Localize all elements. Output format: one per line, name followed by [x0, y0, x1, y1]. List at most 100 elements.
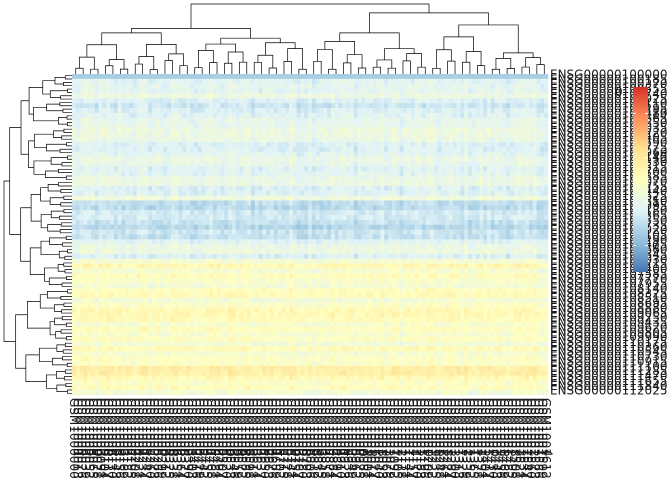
heatmap-cell — [330, 253, 335, 260]
heatmap-cell — [216, 132, 221, 138]
heatmap-cell — [433, 98, 438, 104]
dendrogram-branch — [25, 354, 47, 382]
heatmap-cell — [201, 219, 206, 226]
heatmap-cell — [243, 195, 248, 201]
heatmap-cell — [536, 190, 541, 196]
heatmap-cell — [509, 205, 514, 211]
heatmap-cell — [536, 176, 541, 182]
heatmap-cell — [201, 127, 206, 133]
heatmap-cell — [361, 103, 366, 109]
heatmap-cell — [376, 122, 381, 128]
heatmap-cell — [437, 93, 442, 99]
heatmap-cell — [144, 93, 149, 99]
heatmap-cell — [365, 239, 370, 245]
heatmap-cell — [209, 78, 214, 84]
heatmap-cell — [197, 142, 202, 148]
heatmap-cell — [110, 146, 115, 153]
heatmap-cell — [487, 224, 492, 230]
heatmap-cell — [403, 219, 408, 226]
heatmap-cell — [365, 249, 370, 255]
dendrogram-branch — [66, 362, 72, 367]
heatmap-cell — [216, 156, 221, 162]
heatmap-cell — [79, 239, 84, 245]
heatmap-cell — [407, 244, 412, 250]
heatmap-cell — [448, 253, 454, 260]
heatmap-cell — [357, 161, 362, 167]
heatmap-cell — [247, 181, 252, 187]
heatmap-cell — [216, 200, 221, 206]
heatmap-cell — [490, 210, 495, 216]
heatmap-cell — [148, 103, 153, 109]
heatmap-cell — [75, 224, 80, 230]
heatmap-cell — [448, 98, 454, 104]
heatmap-cell — [258, 127, 263, 133]
heatmap-cell — [121, 234, 126, 240]
heatmap-cell — [517, 127, 522, 133]
dendrogram-branch — [62, 356, 72, 361]
heatmap-cell — [91, 171, 96, 177]
heatmap-cell — [182, 239, 187, 245]
heatmap-cell — [151, 205, 157, 211]
heatmap-cell — [167, 224, 172, 230]
heatmap-cell — [190, 161, 195, 167]
heatmap-cell — [159, 103, 164, 109]
heatmap-cell — [129, 249, 134, 255]
heatmap-cell — [304, 190, 309, 196]
heatmap-cell — [334, 132, 339, 138]
heatmap-cell — [270, 142, 275, 148]
heatmap-cell — [384, 151, 389, 157]
heatmap-cell — [155, 78, 160, 84]
heatmap-cell — [125, 229, 130, 235]
heatmap-cell — [171, 161, 176, 167]
heatmap-cell — [399, 122, 404, 128]
heatmap-cell — [407, 93, 412, 99]
heatmap-cell — [159, 244, 164, 250]
heatmap-cell — [513, 161, 518, 167]
heatmap-cell — [353, 219, 358, 226]
heatmap-cell — [212, 210, 217, 216]
heatmap-cell — [212, 156, 217, 162]
heatmap-cell — [289, 244, 294, 250]
heatmap-cell — [540, 249, 545, 255]
heatmap-cell — [471, 93, 476, 99]
heatmap-cell — [388, 156, 393, 162]
heatmap-cell — [197, 161, 202, 167]
heatmap-cell — [102, 78, 107, 84]
heatmap-cell — [528, 137, 534, 143]
heatmap-cell — [231, 108, 236, 114]
heatmap-cell — [87, 181, 92, 187]
heatmap-cell — [304, 219, 309, 226]
heatmap-cell — [365, 83, 370, 89]
heatmap-cell — [532, 151, 537, 157]
heatmap-cell — [357, 112, 362, 119]
heatmap-cell — [422, 78, 427, 84]
heatmap-cell — [79, 151, 84, 157]
heatmap-cell — [243, 185, 248, 191]
heatmap-cell — [380, 215, 385, 221]
heatmap-cell — [479, 156, 484, 162]
heatmap-cell — [281, 137, 286, 143]
heatmap-cell — [224, 103, 229, 109]
heatmap-cell — [231, 88, 236, 94]
heatmap-cell — [91, 146, 96, 153]
heatmap-cell — [460, 205, 465, 211]
heatmap-cell — [281, 195, 286, 201]
heatmap-cell — [490, 205, 495, 211]
heatmap-cell — [231, 103, 236, 109]
heatmap-cell — [91, 195, 96, 201]
heatmap-cell — [426, 112, 431, 119]
heatmap-cell — [445, 200, 450, 206]
heatmap-cell — [151, 190, 157, 196]
heatmap-cell — [349, 156, 355, 162]
heatmap-cell — [300, 234, 305, 240]
heatmap-cell — [342, 229, 347, 235]
heatmap-cell — [239, 127, 244, 133]
heatmap-cell — [369, 229, 374, 235]
heatmap-cell — [319, 78, 324, 84]
heatmap-cell — [399, 166, 404, 172]
heatmap-cell — [464, 142, 469, 148]
heatmap-cell — [365, 176, 370, 182]
heatmap-cell — [151, 78, 157, 84]
heatmap-cell — [483, 190, 488, 196]
dendrogram-branch — [40, 187, 51, 202]
